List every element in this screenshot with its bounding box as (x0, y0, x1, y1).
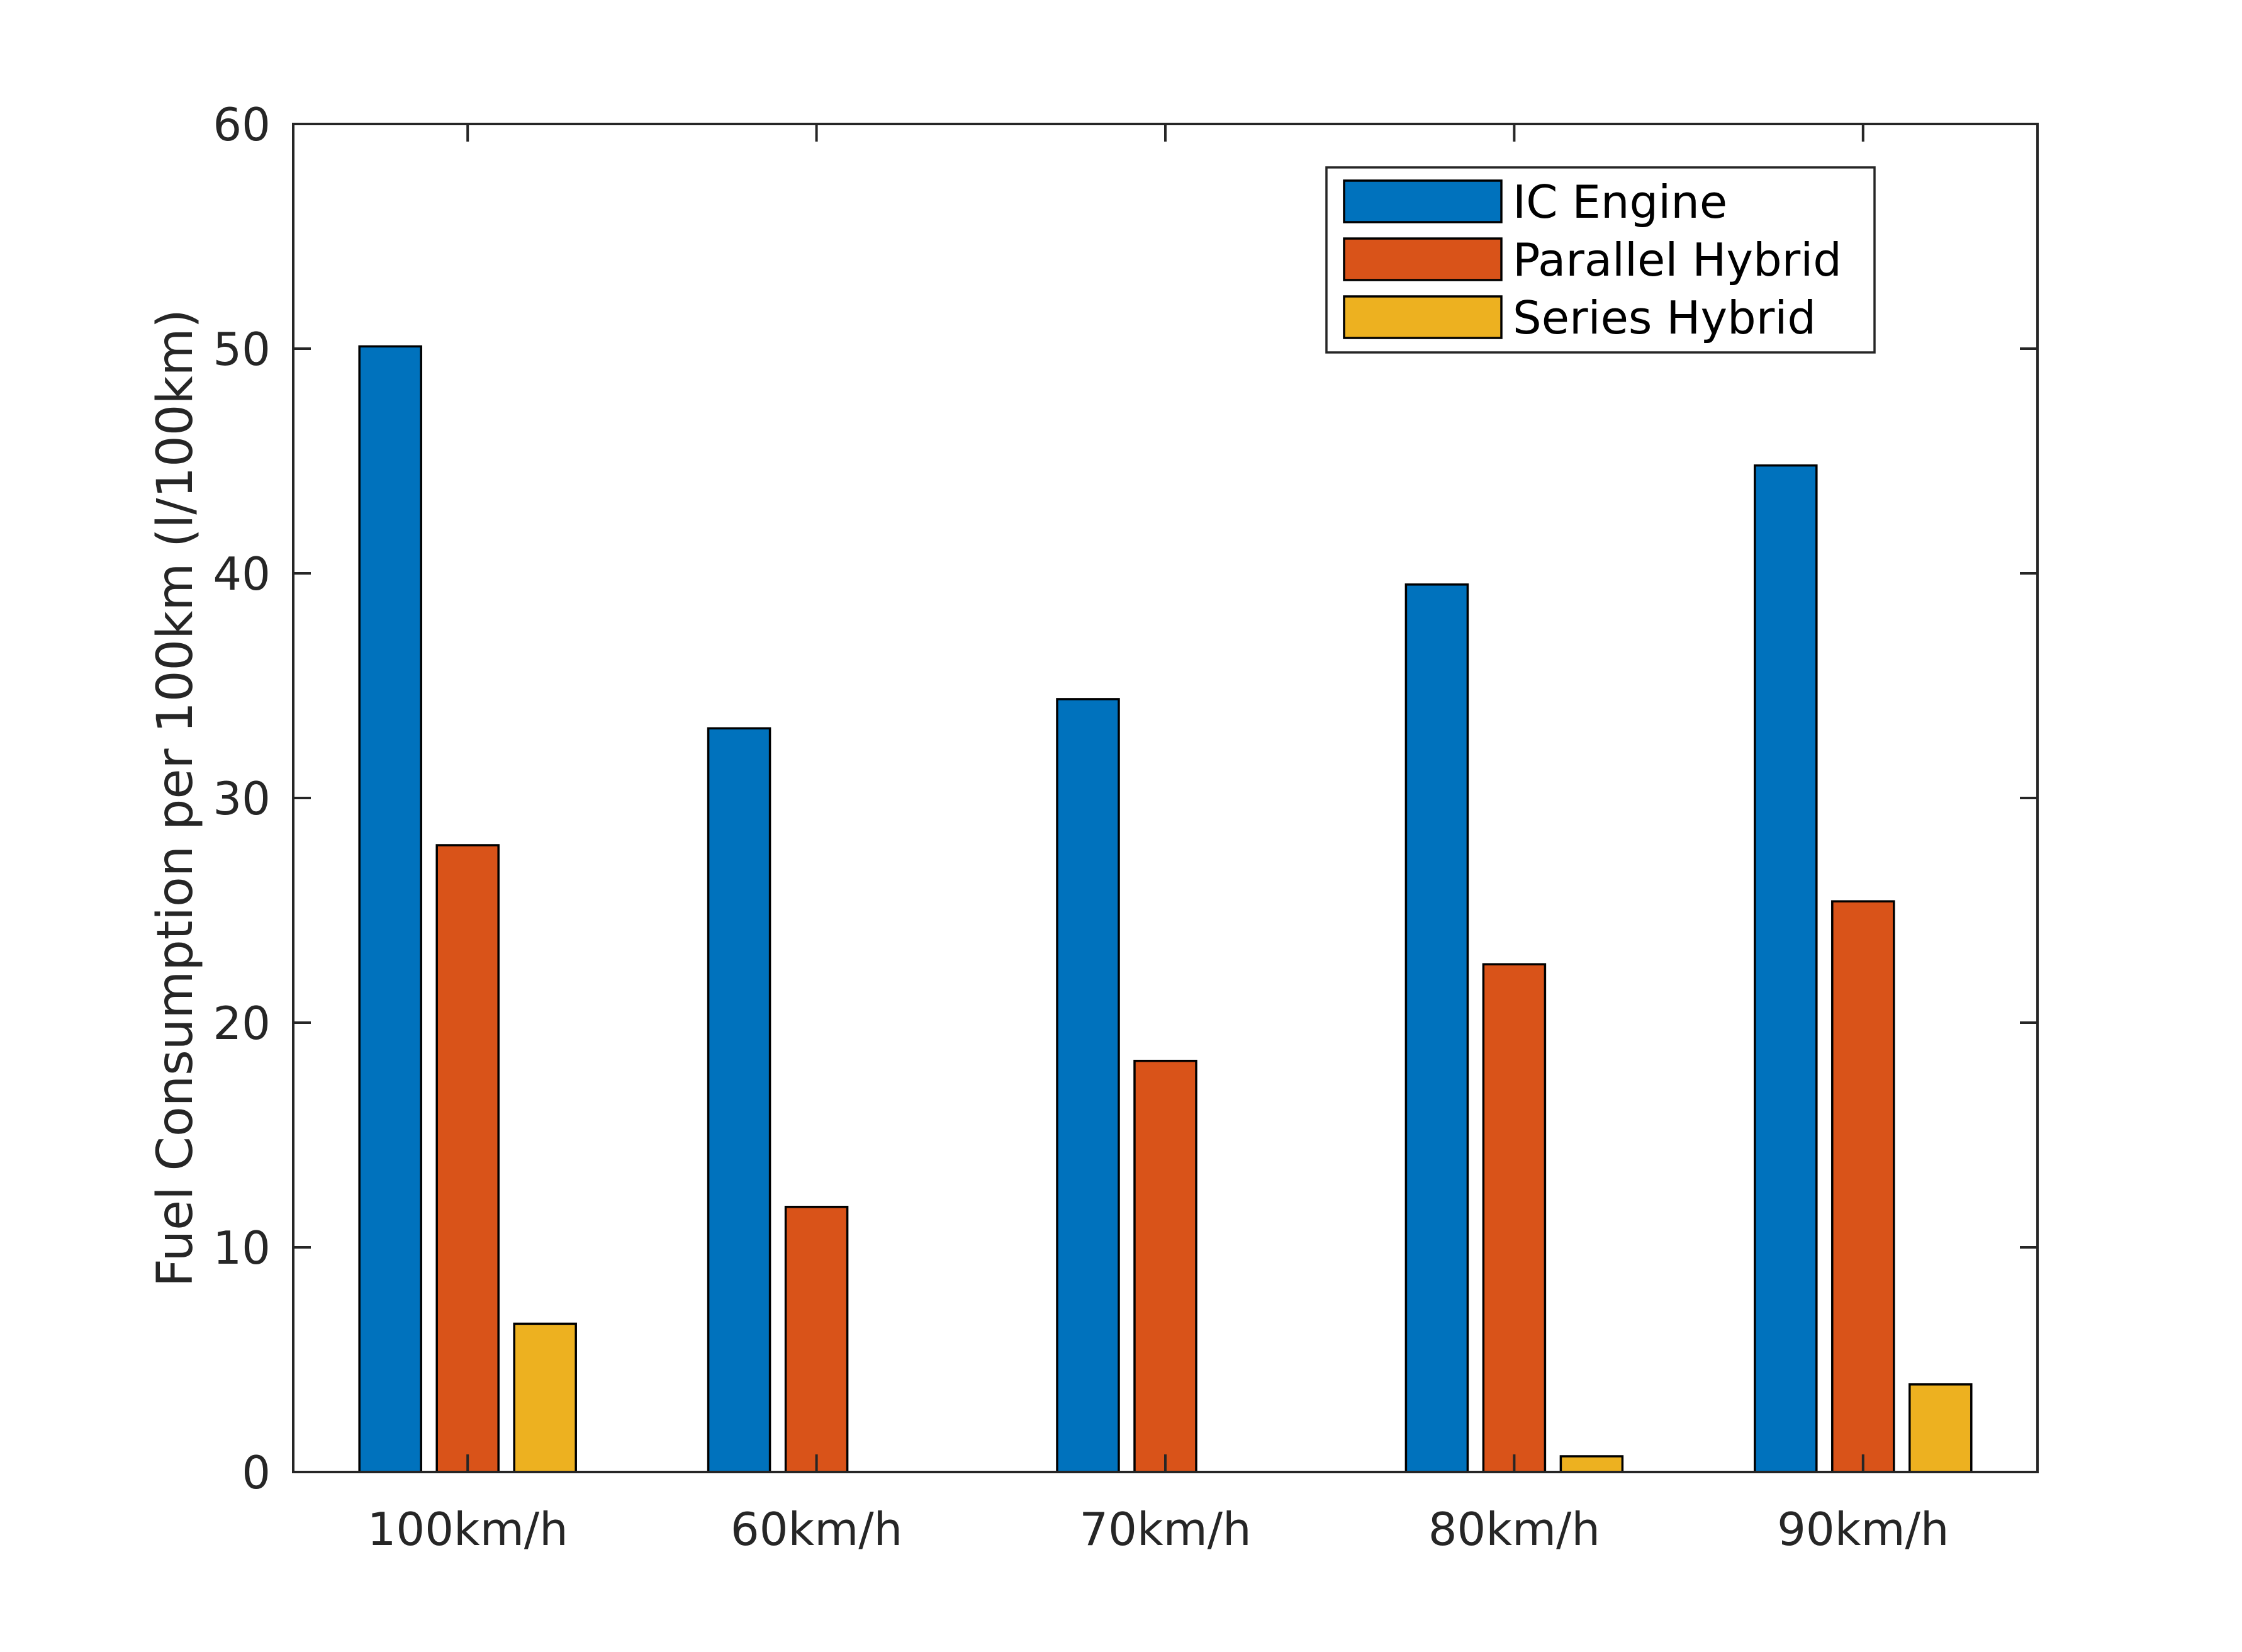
x-tick-label: 90km/h (1777, 1503, 1949, 1556)
legend-entry-label: Parallel Hybrid (1513, 233, 1842, 286)
x-tick-label: 70km/h (1079, 1503, 1251, 1556)
bar-ic-engine-70km-h (1056, 698, 1120, 1473)
bar-parallel-hybrid-90km-h (1831, 900, 1895, 1473)
bars-layer (358, 345, 1973, 1473)
bar-series-hybrid-100km-h (513, 1322, 577, 1473)
y-tick-label: 50 (213, 323, 271, 376)
bar-parallel-hybrid-100km-h (435, 844, 500, 1473)
legend-entry-label: IC Engine (1513, 176, 1727, 228)
bar-ic-engine-60km-h (707, 727, 771, 1473)
x-tick-label: 100km/h (367, 1503, 568, 1556)
y-tick-labels: 0 10 20 30 40 50 60 (213, 98, 271, 1499)
bar-ic-engine-100km-h (358, 345, 422, 1473)
legend-swatch (1343, 237, 1503, 281)
bar-parallel-hybrid-60km-h (784, 1205, 849, 1473)
legend-swatch (1343, 295, 1503, 339)
legend-entry-label: Series Hybrid (1513, 291, 1816, 344)
y-tick-label: 30 (213, 772, 271, 825)
x-tick-label: 80km/h (1428, 1503, 1600, 1556)
x-tick-labels: 100km/h 60km/h 70km/h 80km/h 90km/h (367, 1503, 1949, 1556)
y-tick-label: 60 (213, 98, 271, 151)
y-tick-label: 10 (213, 1222, 271, 1274)
x-tick-label: 60km/h (731, 1503, 902, 1556)
y-tick-label: 0 (242, 1446, 271, 1499)
legend-swatch (1343, 179, 1503, 223)
bar-parallel-hybrid-80km-h (1482, 963, 1547, 1473)
ticks-layer (293, 123, 2037, 1473)
bar-series-hybrid-90km-h (1909, 1383, 1973, 1473)
y-tick-label: 20 (213, 997, 271, 1050)
bar-parallel-hybrid-70km-h (1133, 1059, 1197, 1473)
y-tick-label: 40 (213, 548, 271, 600)
bar-ic-engine-80km-h (1404, 583, 1469, 1473)
bar-ic-engine-90km-h (1754, 464, 1818, 1473)
bar-series-hybrid-80km-h (1559, 1455, 1624, 1473)
y-axis-label: Fuel Consumption per 100km (l/100km) (147, 309, 204, 1287)
